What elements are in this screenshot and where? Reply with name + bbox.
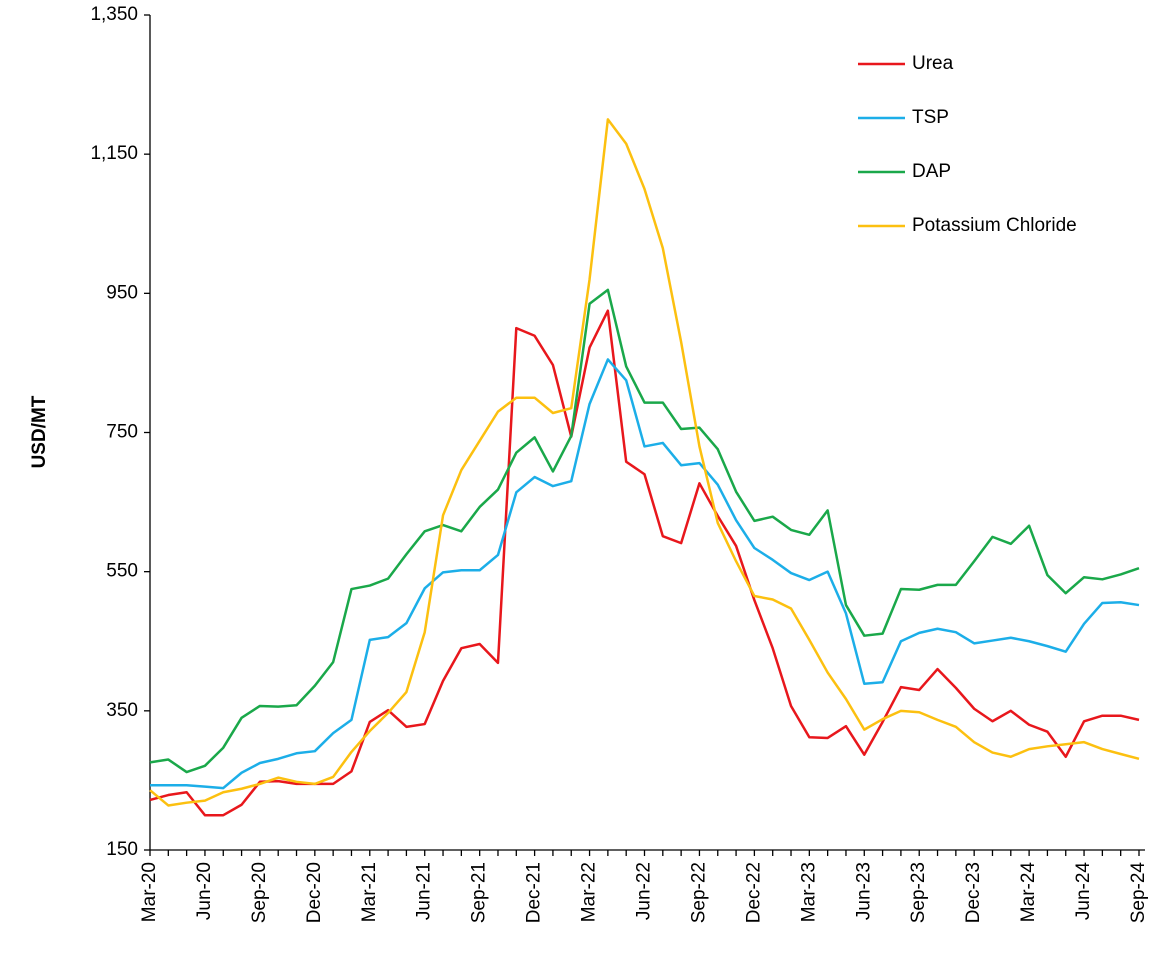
x-tick-label: Jun-24 [1073,862,1094,921]
y-tick-label: 1,150 [90,143,138,164]
x-tick-label: Dec-22 [743,862,764,923]
y-tick-label: 950 [106,282,138,303]
x-tick-label: Sep-22 [688,862,709,923]
x-tick-label: Jun-21 [414,862,435,920]
legend-label: DAP [912,161,951,182]
y-tick-label: 550 [106,561,138,582]
legend-label: Urea [912,53,954,74]
x-tick-label: Sep-23 [908,862,929,923]
y-tick-label: 350 [106,700,138,721]
x-tick-label: Dec-23 [963,862,984,923]
x-tick-label: Sep-20 [249,862,270,923]
x-tick-label: Jun-20 [194,862,215,920]
legend-label: Potassium Chloride [912,215,1077,236]
x-tick-label: Dec-20 [304,862,325,923]
y-tick-label: 150 [106,839,138,860]
y-axis-label: USD/MT [29,395,50,468]
line-series [149,309,1140,817]
line-series [150,358,1140,790]
x-tick-label: Mar-23 [798,862,819,922]
x-tick-label: Mar-21 [359,862,380,922]
x-tick-label: Jun-22 [634,862,655,920]
x-tick-label: Sep-24 [1128,862,1149,924]
x-tick-label: Sep-21 [469,862,490,923]
line-series [149,118,1140,807]
legend-label: TSP [912,107,949,128]
y-tick-label: 1,350 [90,4,138,25]
y-tick-label: 750 [106,422,138,443]
x-tick-label: Dec-21 [524,862,545,923]
x-tick-label: Mar-20 [139,862,160,922]
line-series [149,288,1140,774]
x-tick-label: Mar-24 [1018,862,1039,923]
x-tick-label: Jun-23 [853,862,874,920]
x-tick-label: Mar-22 [579,862,600,922]
